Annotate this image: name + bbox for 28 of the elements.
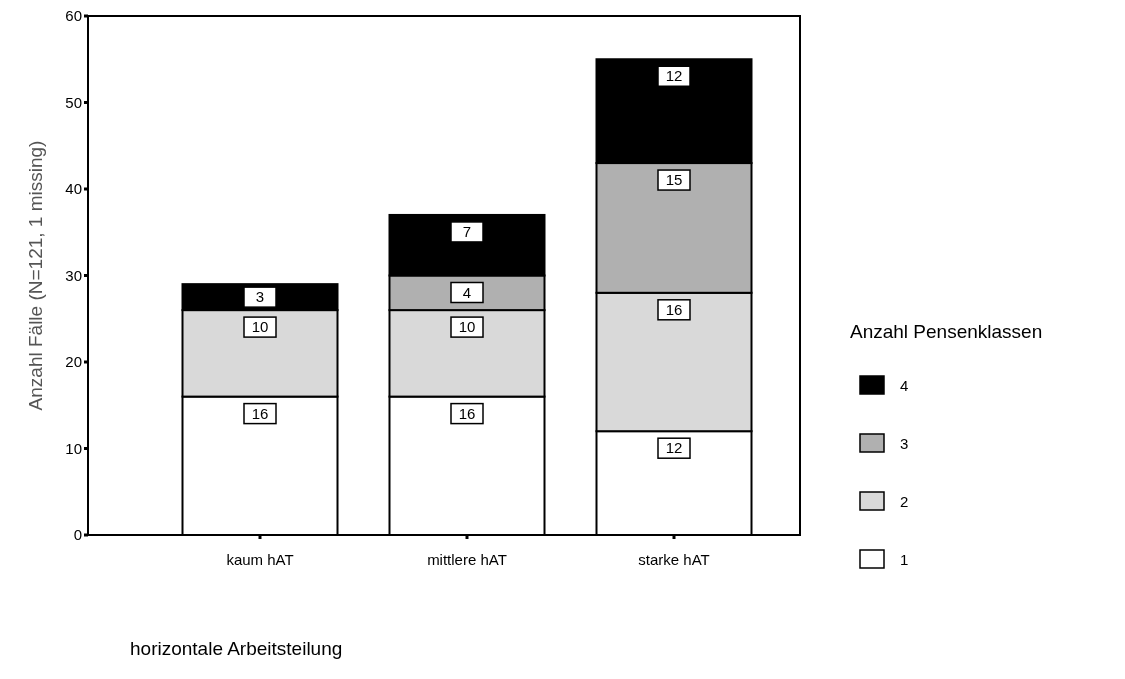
y-tick-label: 10	[65, 439, 82, 457]
legend-label: 1	[900, 551, 909, 568]
y-tick-label: 0	[73, 526, 82, 543]
y-tick-label: 60	[65, 7, 82, 24]
legend-title: Anzahl Pensenklassen	[850, 321, 1043, 342]
y-tick-label: 50	[65, 93, 82, 111]
data-label: 16	[251, 404, 269, 422]
data-label: 15	[665, 171, 683, 189]
data-label: 10	[458, 318, 476, 336]
data-label: 16	[665, 300, 683, 318]
data-label: 4	[462, 283, 472, 301]
y-axis-title: Anzahl Fälle (N=121, 1 missing)	[25, 140, 46, 411]
y-tick-label: 20	[65, 353, 82, 370]
x-tick-label: starke hAT	[638, 551, 710, 568]
data-label: 12	[665, 67, 683, 85]
data-label: 10	[251, 318, 269, 336]
data-label: 12	[665, 439, 683, 457]
x-tick-label: mittlere hAT	[427, 551, 507, 568]
data-label: 7	[462, 222, 472, 240]
x-axis-title: horizontale Arbeitsteilung	[130, 638, 343, 659]
y-tick-label: 30	[65, 266, 82, 284]
data-label: 3	[255, 288, 265, 306]
legend-label: 3	[900, 435, 909, 452]
y-tick-label: 40	[65, 180, 82, 197]
x-tick-label: kaum hAT	[226, 551, 294, 568]
data-label: 16	[458, 404, 476, 422]
legend-label: 4	[900, 377, 909, 394]
legend-label: 2	[900, 493, 909, 510]
